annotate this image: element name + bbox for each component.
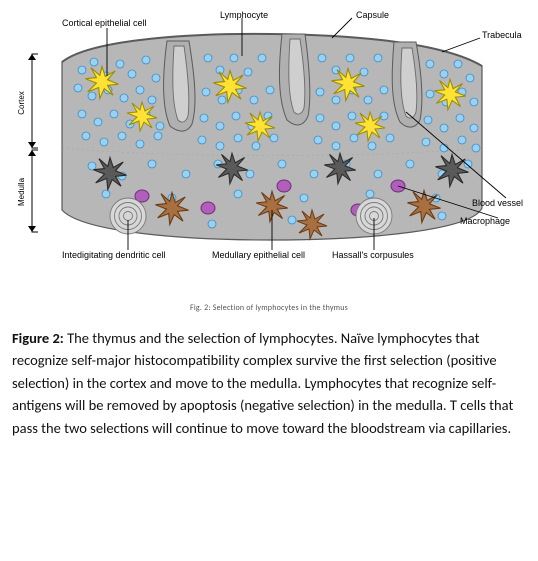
region-axis — [26, 50, 38, 232]
figure-caption: Figure 2: The thymus and the selection o… — [12, 327, 526, 439]
cortex-axis-label: Cortex — [17, 91, 26, 115]
label-trabecula: Trabecula — [482, 30, 522, 40]
label-capsule: Capsule — [356, 10, 389, 20]
label-lymphocyte: Lymphocyte — [220, 10, 268, 20]
label-medullary-epithelial: Medullary epithelial cell — [212, 250, 305, 260]
label-interdigitating: Intedigitating dendritic cell — [62, 250, 166, 260]
figure-container: Cortex Medulla Cortical epithelial cell … — [0, 0, 538, 455]
thymus-diagram-area: Cortex Medulla Cortical epithelial cell … — [12, 8, 526, 263]
label-hassall: Hassall's corpusules — [332, 250, 414, 260]
figure-small-caption: Fig. 2: Selection of lymphocytes in the … — [12, 303, 526, 313]
label-blood-vessel: Blood vessel — [472, 198, 523, 208]
thymus-diagram: Cortex Medulla Cortical epithelial cell … — [12, 8, 526, 263]
figure-caption-lead: Figure 2: — [12, 329, 64, 347]
label-cortical-epithelial: Cortical epithelial cell — [62, 18, 147, 28]
figure-caption-body: The thymus and the selection of lymphocy… — [12, 329, 513, 437]
medulla-axis-label: Medulla — [17, 177, 26, 206]
label-macrophage: Macrophage — [460, 216, 510, 226]
